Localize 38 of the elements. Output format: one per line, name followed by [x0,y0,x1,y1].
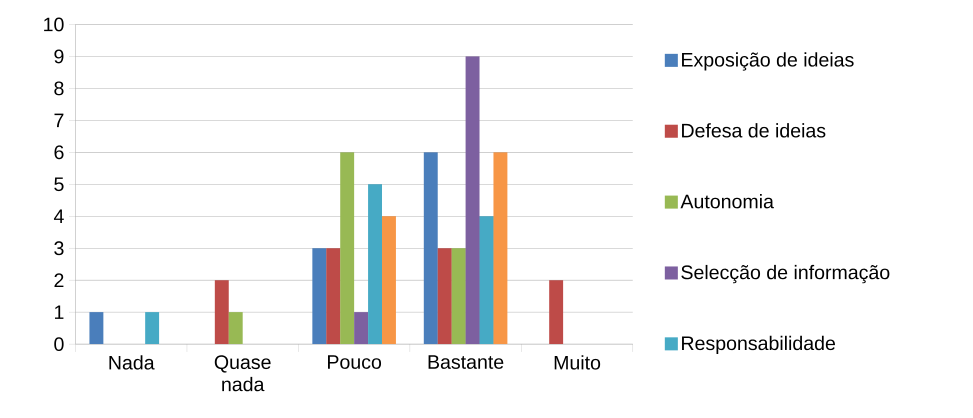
bar [466,56,480,344]
bar [424,152,438,344]
bar [493,152,508,344]
bar [438,248,452,344]
y-tick-label: 2 [54,273,64,287]
bar [312,248,326,344]
y-tick-label: 9 [54,49,64,64]
legend-label: Autonomia [680,194,774,208]
x-tick-label: Nada [109,355,155,370]
y-tick-label: 10 [44,17,64,32]
bar [452,248,466,344]
x-tick-label: Quase nada [214,355,271,392]
bar [340,152,354,344]
x-tick-label: Muito [554,355,600,370]
y-tick-label: 0 [54,336,64,351]
y-tick-label: 7 [54,113,64,127]
bar [228,312,243,344]
x-tick-label: Pouco [328,355,382,369]
y-tick-label: 6 [54,145,64,160]
bar [368,184,382,344]
legend-label: Responsabilidade [682,336,835,354]
bar [145,312,160,344]
legend-label: Exposição de ideias [682,52,854,70]
bar [549,280,564,344]
legend-label: Selecção de informação [681,264,890,284]
y-tick-label: 1 [55,305,64,319]
y-tick-label: 5 [54,177,64,191]
bar [89,312,104,344]
x-tick-label: Bastante [428,355,504,369]
bar [326,248,340,344]
bar [382,216,396,344]
y-tick-label: 3 [54,241,64,255]
legend-label: Defesa de ideias [682,122,826,138]
bar [354,312,368,344]
bar [214,280,229,344]
y-tick-label: 8 [54,81,64,96]
y-tick-label: 4 [54,209,64,223]
bar [480,216,494,344]
